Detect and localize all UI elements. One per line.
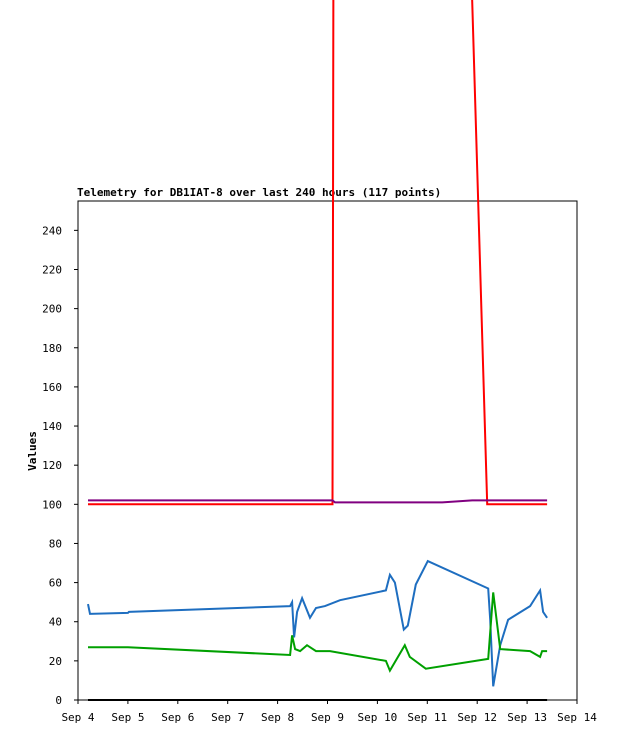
x-tick-label: Sep 11 bbox=[407, 711, 447, 724]
y-tick-label: 180 bbox=[42, 342, 62, 355]
y-axis-label: Values bbox=[26, 431, 39, 471]
x-tick-label: Sep 14 bbox=[557, 711, 597, 724]
series-line bbox=[88, 592, 548, 673]
y-tick-label: 20 bbox=[49, 655, 62, 668]
x-tick-label: Sep 13 bbox=[507, 711, 547, 724]
x-tick-label: Sep 7 bbox=[211, 711, 244, 724]
x-tick-label: Sep 8 bbox=[261, 711, 294, 724]
x-tick-label: Sep 9 bbox=[311, 711, 344, 724]
x-tick-label: Sep 12 bbox=[457, 711, 497, 724]
y-tick-label: 160 bbox=[42, 381, 62, 394]
x-tick-label: Sep 6 bbox=[161, 711, 194, 724]
y-tick-label: 120 bbox=[42, 459, 62, 472]
y-tick-label: 220 bbox=[42, 263, 62, 276]
y-tick-label: 100 bbox=[42, 498, 62, 511]
y-tick-label: 40 bbox=[49, 616, 62, 629]
y-tick-label: 60 bbox=[49, 577, 62, 590]
series-line bbox=[87, 559, 548, 687]
series-line bbox=[88, 499, 548, 504]
x-tick-label: Sep 10 bbox=[358, 711, 398, 724]
y-tick-label: 200 bbox=[42, 303, 62, 316]
y-tick-label: 240 bbox=[42, 224, 62, 237]
y-tick-label: 140 bbox=[42, 420, 62, 433]
y-tick-label: 0 bbox=[55, 694, 62, 707]
x-tick-label: Sep 4 bbox=[61, 711, 94, 724]
x-tick-label: Sep 5 bbox=[111, 711, 144, 724]
plot-frame bbox=[77, 200, 578, 701]
chart-title: Telemetry for DB1IAT-8 over last 240 hou… bbox=[77, 186, 441, 199]
series-line bbox=[88, 0, 548, 506]
y-tick-label: 80 bbox=[49, 537, 62, 550]
